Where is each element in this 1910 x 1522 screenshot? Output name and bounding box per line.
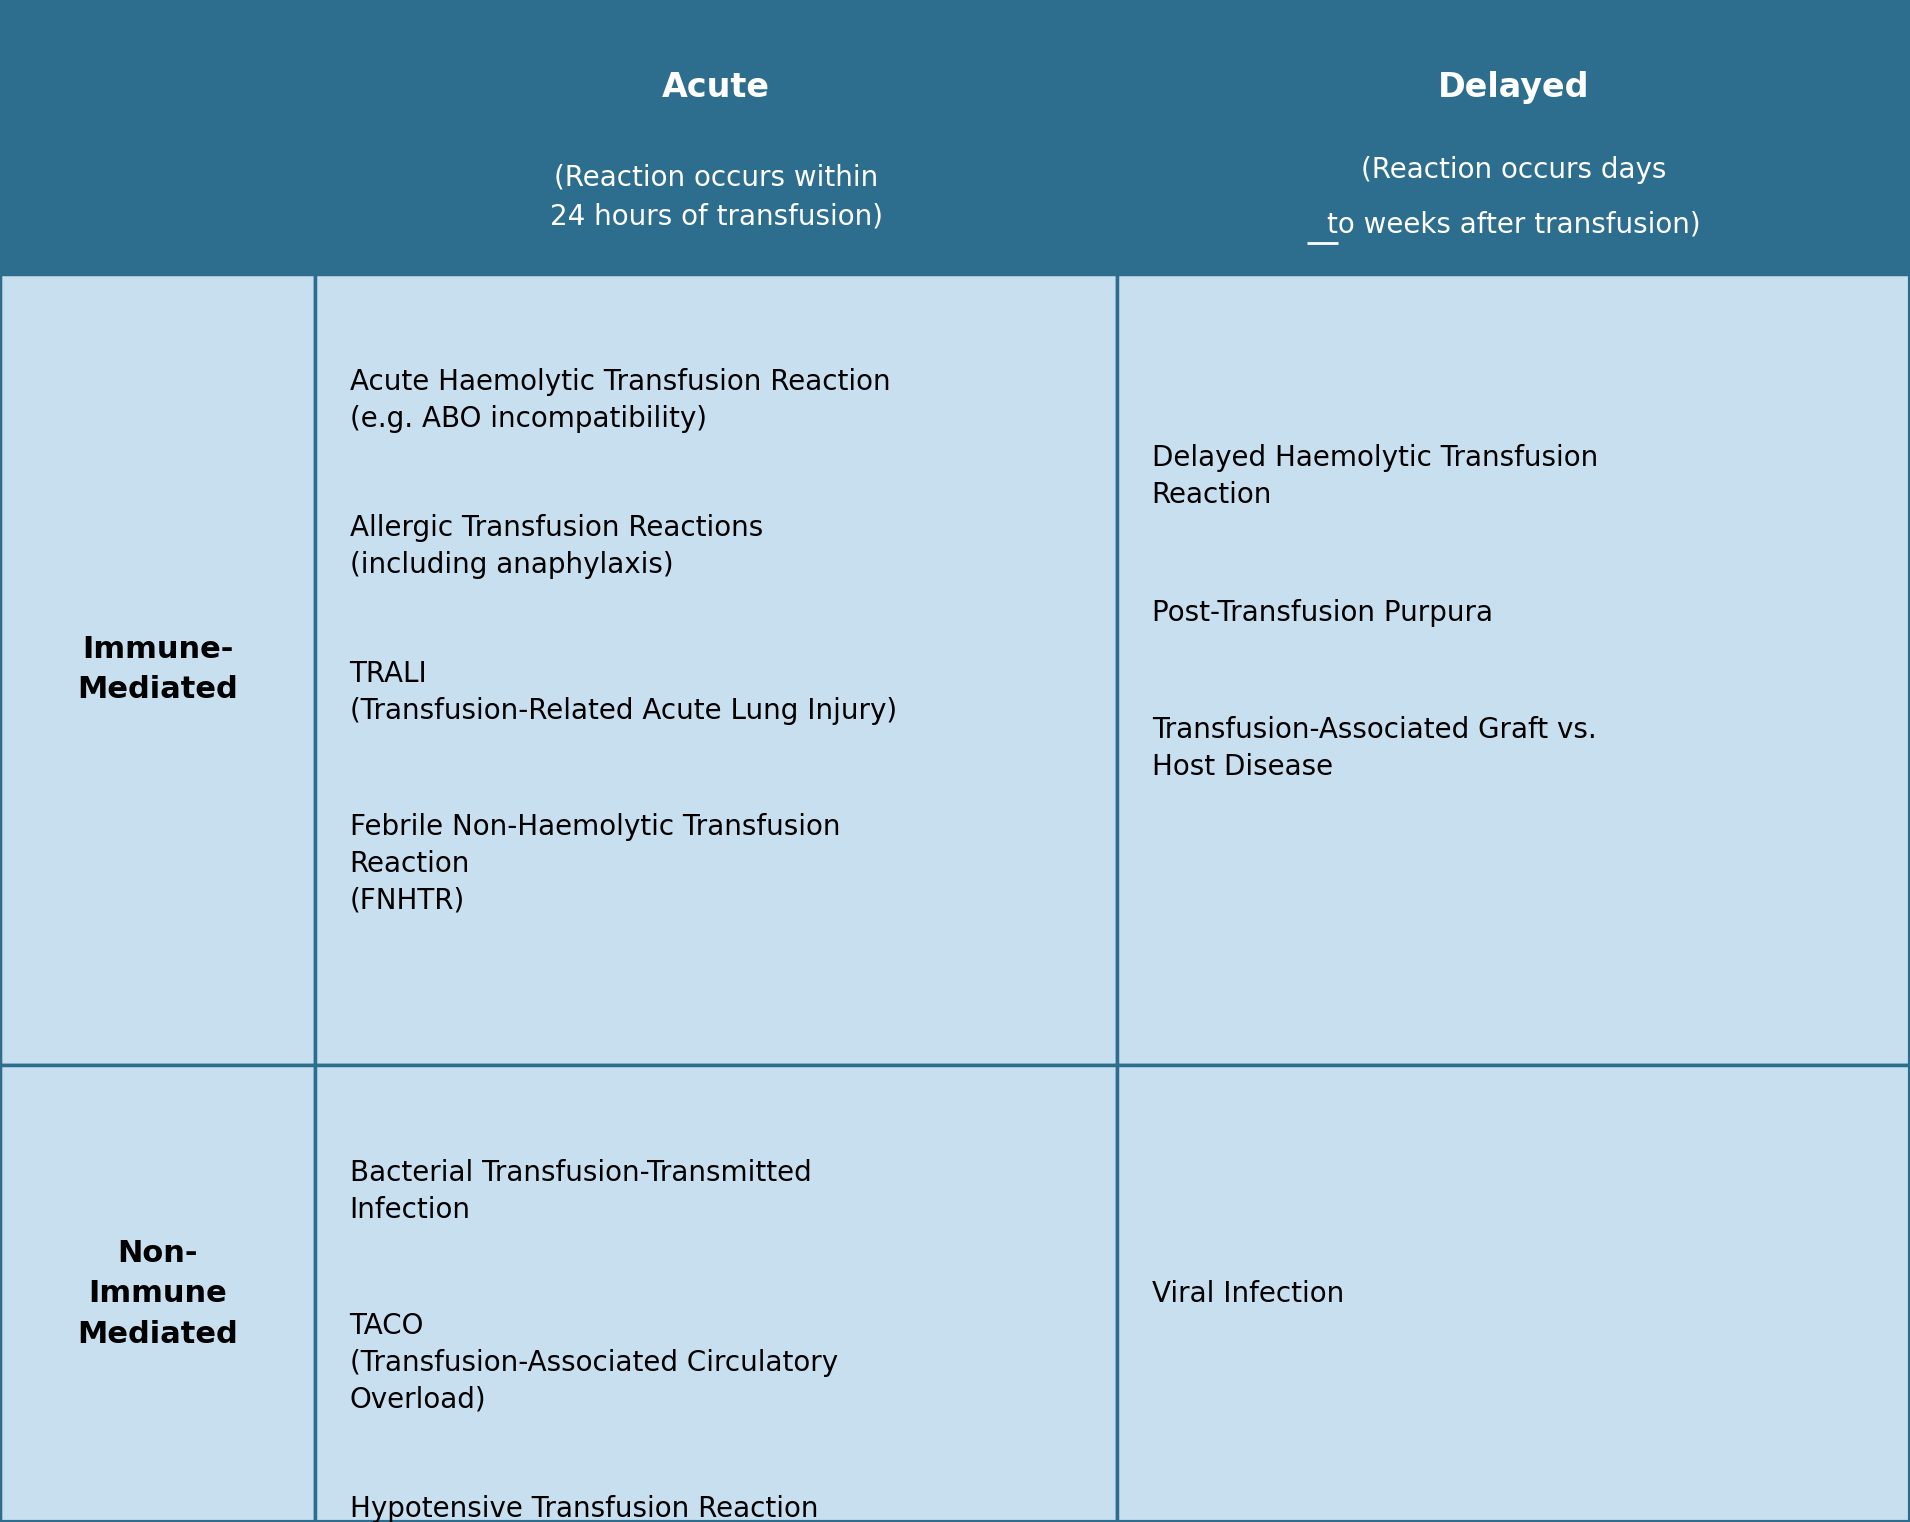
Text: (Reaction occurs within
24 hours of transfusion): (Reaction occurs within 24 hours of tran… (550, 164, 882, 231)
Bar (0, 0, 315, 274)
Bar (1117, 0, 1910, 274)
Text: Hypotensive Transfusion Reaction: Hypotensive Transfusion Reaction (350, 1495, 817, 1522)
Text: Immune-
Mediated: Immune- Mediated (76, 635, 239, 705)
Bar (0, 1065, 315, 1522)
Text: Non-
Immune
Mediated: Non- Immune Mediated (76, 1239, 239, 1348)
Bar (1117, 1065, 1910, 1522)
Text: Acute: Acute (663, 72, 770, 103)
Bar (0, 274, 315, 1065)
Bar (315, 274, 1117, 1065)
Text: Febrile Non-Haemolytic Transfusion
Reaction
(FNHTR): Febrile Non-Haemolytic Transfusion React… (350, 813, 840, 915)
Text: to weeks after transfusion): to weeks after transfusion) (1327, 210, 1700, 239)
Bar (315, 0, 1117, 274)
Text: Delayed Haemolytic Transfusion
Reaction: Delayed Haemolytic Transfusion Reaction (1152, 444, 1599, 508)
Text: Allergic Transfusion Reactions
(including anaphylaxis): Allergic Transfusion Reactions (includin… (350, 514, 762, 578)
Text: TRALI
(Transfusion-Related Acute Lung Injury): TRALI (Transfusion-Related Acute Lung In… (350, 661, 896, 724)
Bar (1117, 274, 1910, 1065)
Text: Post-Transfusion Purpura: Post-Transfusion Purpura (1152, 598, 1494, 627)
Text: Transfusion-Associated Graft vs.
Host Disease: Transfusion-Associated Graft vs. Host Di… (1152, 717, 1597, 781)
Text: Viral Infection: Viral Infection (1152, 1280, 1345, 1307)
Text: (Reaction occurs days: (Reaction occurs days (1362, 155, 1666, 184)
Text: TACO
(Transfusion-Associated Circulatory
Overload): TACO (Transfusion-Associated Circulatory… (350, 1312, 838, 1414)
Text: Bacterial Transfusion-Transmitted
Infection: Bacterial Transfusion-Transmitted Infect… (350, 1160, 812, 1224)
Text: Acute Haemolytic Transfusion Reaction
(e.g. ABO incompatibility): Acute Haemolytic Transfusion Reaction (e… (350, 368, 890, 432)
Bar (315, 1065, 1117, 1522)
Text: Delayed: Delayed (1438, 72, 1589, 103)
